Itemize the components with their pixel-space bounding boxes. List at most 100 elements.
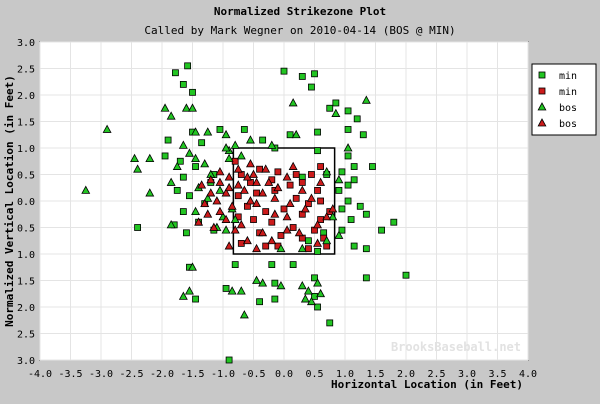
data-point (267, 140, 277, 149)
data-point (166, 111, 176, 120)
data-point (191, 206, 201, 216)
data-point (164, 136, 172, 144)
data-point (270, 209, 280, 218)
data-point (258, 188, 268, 197)
data-point (216, 126, 224, 133)
data-point (258, 227, 268, 237)
data-point (280, 205, 288, 213)
data-point (350, 163, 358, 170)
data-point (313, 238, 323, 247)
data-point (314, 128, 321, 136)
data-point (304, 245, 312, 253)
y-tick-label: 1.5 (17, 118, 35, 129)
data-point (292, 171, 300, 178)
data-point (378, 226, 386, 234)
data-point (303, 286, 313, 295)
data-point (331, 108, 341, 117)
data-point (215, 206, 225, 216)
data-point (161, 152, 169, 160)
data-point (306, 193, 316, 202)
data-point (184, 286, 194, 295)
data-point (286, 181, 294, 189)
y-tick-label: 0.5 (17, 224, 35, 235)
data-point (224, 153, 234, 163)
data-point (322, 212, 332, 221)
data-point (198, 139, 206, 147)
data-point (356, 202, 364, 210)
y-tick-label: 3.0 (17, 38, 35, 49)
data-point (289, 224, 297, 231)
data-point (222, 285, 230, 292)
data-point (291, 129, 301, 139)
data-point (236, 286, 246, 295)
data-point (258, 278, 268, 287)
data-point (338, 226, 346, 234)
data-point (191, 153, 201, 163)
data-point (298, 73, 306, 80)
y-tick-label: 2.5 (17, 65, 35, 76)
series-min-green-square (134, 62, 410, 364)
data-point (314, 303, 321, 311)
data-point (133, 164, 143, 173)
data-point (252, 198, 262, 208)
data-point (252, 177, 262, 186)
data-point (194, 217, 204, 226)
data-point (361, 95, 371, 104)
data-point (288, 98, 298, 107)
data-point (231, 261, 239, 269)
data-point (253, 189, 260, 197)
data-point (182, 229, 190, 237)
data-point (344, 197, 352, 205)
data-point (286, 131, 294, 139)
x-tick-label: 2.0 (397, 369, 415, 380)
x-tick-label: -2.5 (119, 369, 143, 380)
data-point (316, 288, 326, 298)
data-point (239, 185, 249, 194)
data-point (203, 127, 213, 136)
data-point (191, 127, 201, 136)
data-point (338, 168, 346, 176)
data-point (285, 198, 295, 208)
data-point (344, 107, 352, 115)
x-tick-label: 0.0 (275, 369, 293, 380)
legend: min min bos bos (531, 63, 597, 136)
data-point (300, 294, 310, 303)
x-tick-label: 3.0 (458, 369, 476, 380)
legend-label: min (559, 71, 577, 82)
data-point (280, 67, 288, 75)
data-point (314, 186, 321, 194)
x-tick-label: 3.5 (488, 369, 506, 380)
y-tick-label: 0.0 (17, 197, 35, 208)
strike-zone-box (232, 147, 336, 255)
x-tick-label: -3.0 (89, 369, 113, 380)
data-point (176, 157, 184, 165)
data-point (184, 62, 192, 70)
data-point (252, 275, 262, 284)
data-point (242, 235, 252, 245)
y-axis-label: Normalized Vertical Location (in Feet) (3, 75, 16, 327)
legend-marker (538, 87, 546, 95)
data-point (230, 225, 240, 234)
data-point (81, 185, 91, 194)
data-point (249, 169, 258, 178)
data-point (233, 180, 243, 189)
data-point (200, 159, 210, 168)
data-point (178, 140, 188, 149)
data-point (313, 220, 323, 229)
data-point (282, 225, 292, 234)
data-point (350, 176, 358, 184)
data-point (282, 212, 292, 221)
data-point (317, 197, 325, 205)
data-point (240, 126, 248, 133)
data-point (344, 181, 352, 189)
data-point (350, 242, 358, 250)
data-point (347, 216, 355, 223)
data-point (215, 177, 225, 186)
data-point (166, 177, 176, 186)
data-point (221, 188, 231, 197)
x-tick-label: -1.5 (180, 369, 204, 380)
data-point (294, 227, 304, 237)
data-point (102, 124, 112, 133)
data-point (192, 295, 199, 303)
data-point (362, 245, 370, 253)
